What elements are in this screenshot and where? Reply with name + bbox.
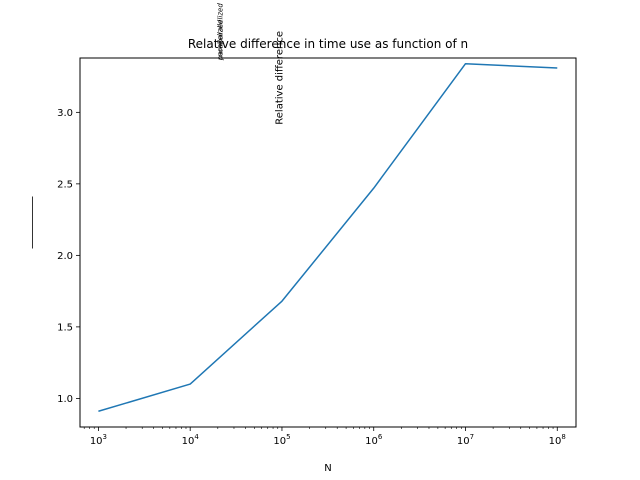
y-tick-label: 2.0 <box>57 251 73 262</box>
chart-title: Relative difference in time use as funct… <box>188 37 468 51</box>
y-axis-label-denominator: parallelized <box>217 19 225 61</box>
plot-frame <box>79 57 577 428</box>
y-tick-label: 1.0 <box>57 394 73 405</box>
y-tick-label: 3.0 <box>57 108 73 119</box>
x-tick-label: 103 <box>90 433 107 447</box>
x-axis-ticks: 103 104 105 106 107 108 <box>83 427 566 447</box>
x-tick-label: 107 <box>457 433 474 447</box>
plot-area <box>80 58 576 427</box>
x-tick-label: 106 <box>365 433 383 447</box>
y-axis-label-text: Relative difference <box>275 31 286 125</box>
series-layer <box>98 62 558 412</box>
y-axis-label: Relative difference nonparallelized para… <box>32 3 286 249</box>
x-tick-label: 104 <box>182 433 200 447</box>
y-tick-label: 2.5 <box>57 179 73 190</box>
series-line <box>98 62 558 412</box>
y-tick-label: 1.5 <box>57 322 73 333</box>
x-axis-label: N <box>324 463 331 474</box>
x-tick-label: 105 <box>273 433 290 447</box>
y-axis-label-numerator: nonparallelized <box>217 3 225 57</box>
x-tick-label: 108 <box>549 433 566 447</box>
y-axis-ticks: 1.0 1.5 2.0 2.5 3.0 <box>57 108 80 405</box>
